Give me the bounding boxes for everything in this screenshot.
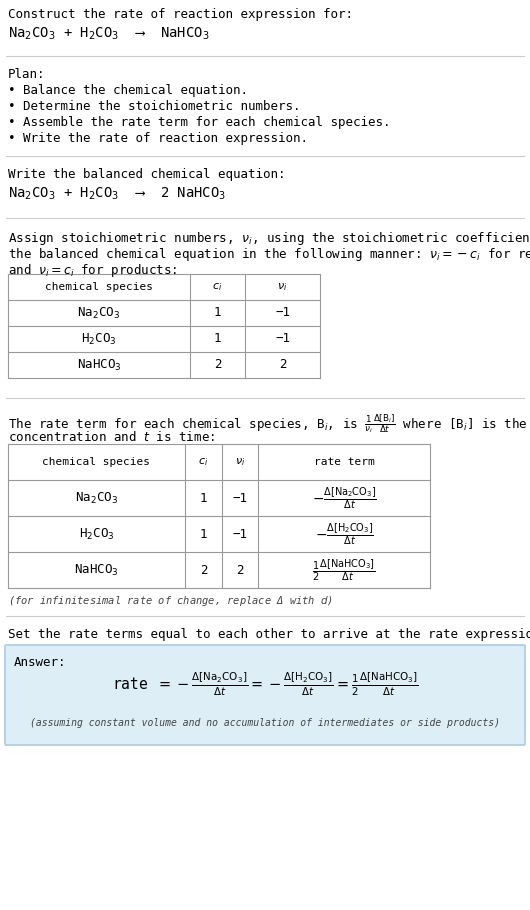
Text: rate $= -\frac{\Delta[\mathrm{Na_2CO_3}]}{\Delta t}= -\frac{\Delta[\mathrm{H_2CO: rate $= -\frac{\Delta[\mathrm{Na_2CO_3}]… bbox=[112, 671, 418, 698]
Text: Na$_2$CO$_3$ + H$_2$CO$_3$  ⟶  2 NaHCO$_3$: Na$_2$CO$_3$ + H$_2$CO$_3$ ⟶ 2 NaHCO$_3$ bbox=[8, 186, 226, 202]
Text: The rate term for each chemical species, B$_i$, is $\frac{1}{\nu_i}\frac{\Delta[: The rate term for each chemical species,… bbox=[8, 412, 530, 435]
Text: −1: −1 bbox=[275, 332, 290, 346]
Text: • Write the rate of reaction expression.: • Write the rate of reaction expression. bbox=[8, 132, 308, 145]
Text: • Balance the chemical equation.: • Balance the chemical equation. bbox=[8, 84, 248, 97]
Text: Plan:: Plan: bbox=[8, 68, 46, 81]
Text: $\frac{1}{2}\frac{\Delta[\mathrm{NaHCO_3}]}{\Delta t}$: $\frac{1}{2}\frac{\Delta[\mathrm{NaHCO_3… bbox=[312, 557, 376, 583]
Text: $-\frac{\Delta[\mathrm{Na_2CO_3}]}{\Delta t}$: $-\frac{\Delta[\mathrm{Na_2CO_3}]}{\Delt… bbox=[312, 485, 376, 511]
Text: NaHCO$_3$: NaHCO$_3$ bbox=[74, 562, 119, 578]
Text: (assuming constant volume and no accumulation of intermediates or side products): (assuming constant volume and no accumul… bbox=[30, 718, 500, 728]
Text: concentration and $t$ is time:: concentration and $t$ is time: bbox=[8, 430, 215, 444]
Text: NaHCO$_3$: NaHCO$_3$ bbox=[77, 358, 121, 372]
Text: $c_i$: $c_i$ bbox=[198, 456, 209, 468]
Text: Construct the rate of reaction expression for:: Construct the rate of reaction expressio… bbox=[8, 8, 353, 21]
Text: 2: 2 bbox=[279, 359, 286, 371]
Text: $-\frac{\Delta[\mathrm{H_2CO_3}]}{\Delta t}$: $-\frac{\Delta[\mathrm{H_2CO_3}]}{\Delta… bbox=[314, 521, 374, 547]
Text: Set the rate terms equal to each other to arrive at the rate expression:: Set the rate terms equal to each other t… bbox=[8, 628, 530, 641]
Text: • Assemble the rate term for each chemical species.: • Assemble the rate term for each chemic… bbox=[8, 116, 391, 129]
Text: rate term: rate term bbox=[314, 457, 374, 467]
Text: −1: −1 bbox=[233, 491, 248, 504]
Text: 2: 2 bbox=[236, 563, 244, 577]
Text: chemical species: chemical species bbox=[45, 282, 153, 292]
Text: Na$_2$CO$_3$: Na$_2$CO$_3$ bbox=[75, 490, 118, 506]
Text: 1: 1 bbox=[200, 491, 207, 504]
Text: Answer:: Answer: bbox=[14, 656, 66, 669]
Text: the balanced chemical equation in the following manner: $\nu_i = -c_i$ for react: the balanced chemical equation in the fo… bbox=[8, 246, 530, 263]
Text: $c_i$: $c_i$ bbox=[213, 281, 223, 293]
Text: H$_2$CO$_3$: H$_2$CO$_3$ bbox=[78, 527, 114, 541]
Text: $\nu_i$: $\nu_i$ bbox=[235, 456, 245, 468]
Text: (for infinitesimal rate of change, replace Δ with $d$): (for infinitesimal rate of change, repla… bbox=[8, 594, 333, 608]
Text: 2: 2 bbox=[214, 359, 221, 371]
Text: 2: 2 bbox=[200, 563, 207, 577]
Text: Assign stoichiometric numbers, $\nu_i$, using the stoichiometric coefficients, $: Assign stoichiometric numbers, $\nu_i$, … bbox=[8, 230, 530, 247]
Text: chemical species: chemical species bbox=[42, 457, 151, 467]
Text: −1: −1 bbox=[233, 528, 248, 541]
Text: and $\nu_i = c_i$ for products:: and $\nu_i = c_i$ for products: bbox=[8, 262, 177, 279]
FancyBboxPatch shape bbox=[5, 645, 525, 745]
Text: $\nu_i$: $\nu_i$ bbox=[277, 281, 288, 293]
Text: H$_2$CO$_3$: H$_2$CO$_3$ bbox=[81, 331, 117, 347]
Text: • Determine the stoichiometric numbers.: • Determine the stoichiometric numbers. bbox=[8, 100, 301, 113]
Text: Na$_2$CO$_3$ + H$_2$CO$_3$  ⟶  NaHCO$_3$: Na$_2$CO$_3$ + H$_2$CO$_3$ ⟶ NaHCO$_3$ bbox=[8, 26, 209, 43]
Text: 1: 1 bbox=[214, 307, 221, 319]
Text: 1: 1 bbox=[200, 528, 207, 541]
Text: 1: 1 bbox=[214, 332, 221, 346]
Text: Write the balanced chemical equation:: Write the balanced chemical equation: bbox=[8, 168, 286, 181]
Text: −1: −1 bbox=[275, 307, 290, 319]
Text: Na$_2$CO$_3$: Na$_2$CO$_3$ bbox=[77, 306, 120, 320]
